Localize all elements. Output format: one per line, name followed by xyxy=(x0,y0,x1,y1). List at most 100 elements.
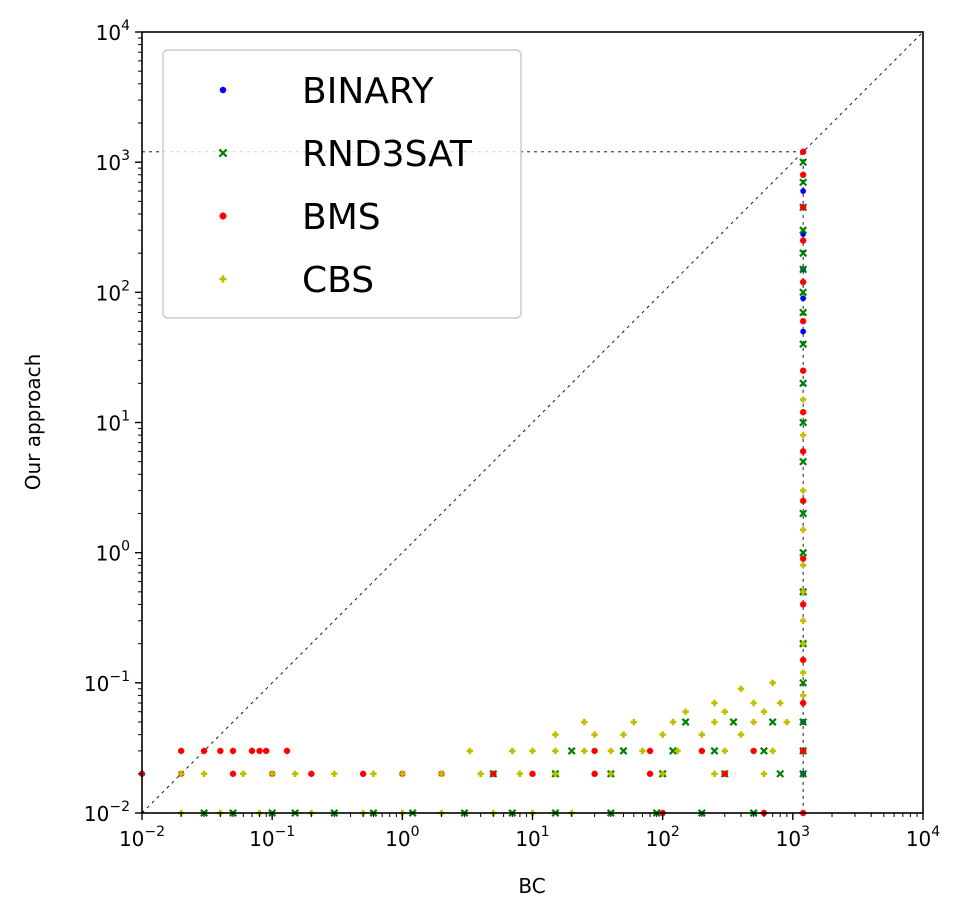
data-point xyxy=(799,692,807,699)
data-point xyxy=(799,318,807,325)
data-point xyxy=(800,328,807,335)
data-point xyxy=(799,265,808,274)
data-point xyxy=(776,769,785,778)
y-tick-label: 10−2 xyxy=(84,799,130,826)
y-axis-label: Our approach xyxy=(21,354,45,491)
data-point xyxy=(674,747,681,755)
data-point xyxy=(750,718,757,726)
data-point xyxy=(681,718,690,726)
data-point xyxy=(799,367,807,374)
legend-label: CBS xyxy=(302,260,374,301)
data-point xyxy=(529,770,536,778)
y-tick-label: 100 xyxy=(96,539,130,566)
data-point xyxy=(799,601,807,608)
data-point xyxy=(737,731,745,738)
x-tick-label: 102 xyxy=(645,824,679,851)
legend-label: BMS xyxy=(302,197,381,238)
data-point xyxy=(477,770,484,778)
data-point xyxy=(291,770,299,778)
data-point xyxy=(630,718,637,726)
data-point xyxy=(799,396,807,403)
data-point xyxy=(768,718,777,726)
legend-entry-binary: BINARY xyxy=(219,71,435,112)
data-point xyxy=(799,148,807,156)
data-point xyxy=(799,526,807,533)
data-point xyxy=(399,770,406,778)
data-point xyxy=(721,770,728,778)
data-point xyxy=(799,487,807,494)
data-point xyxy=(646,747,654,755)
data-point xyxy=(769,747,776,755)
data-point xyxy=(591,747,598,755)
y-tick-label: 101 xyxy=(96,409,130,436)
data-point xyxy=(308,770,315,778)
data-point xyxy=(799,718,808,726)
data-point xyxy=(799,640,807,647)
data-point xyxy=(799,669,807,676)
data-point xyxy=(799,340,808,349)
data-point xyxy=(552,731,559,738)
data-point xyxy=(229,747,237,755)
data-point xyxy=(799,249,808,258)
data-point xyxy=(760,708,768,715)
data-point xyxy=(769,679,776,687)
diagonal-line xyxy=(141,31,924,814)
data-point xyxy=(750,747,757,755)
data-point xyxy=(669,718,677,726)
data-point xyxy=(567,746,576,755)
data-point xyxy=(711,699,718,707)
data-point xyxy=(799,747,807,755)
data-point xyxy=(607,747,615,755)
data-point xyxy=(710,746,719,755)
data-point xyxy=(721,708,728,715)
data-point xyxy=(711,718,718,726)
data-point xyxy=(721,747,728,755)
legend-entry-rnd3sat: RND3SAT xyxy=(218,134,473,175)
legend-label: RND3SAT xyxy=(302,134,473,175)
data-point xyxy=(799,457,808,466)
data-point xyxy=(799,617,807,624)
data-point xyxy=(729,718,738,726)
data-point xyxy=(659,770,666,778)
legend-label: BINARY xyxy=(302,71,435,112)
data-point xyxy=(331,770,338,778)
data-point xyxy=(799,408,807,416)
axis-ticks xyxy=(135,31,924,820)
data-point xyxy=(799,226,808,235)
data-point xyxy=(177,747,185,755)
data-point xyxy=(799,555,807,562)
data-point xyxy=(737,685,745,692)
data-point xyxy=(799,204,807,211)
data-point xyxy=(682,708,689,715)
data-point xyxy=(581,747,588,755)
data-point xyxy=(799,171,807,178)
data-point xyxy=(799,699,807,707)
data-point xyxy=(581,718,588,726)
data-point xyxy=(552,770,559,778)
data-point xyxy=(552,747,559,755)
legend-marker xyxy=(219,212,227,220)
data-point xyxy=(800,295,807,302)
data-point xyxy=(619,746,628,755)
data-point xyxy=(799,588,807,596)
data-point xyxy=(799,497,807,505)
x-tick-labels: 10−2 10−1 100 101 102 103 104 xyxy=(119,824,940,851)
x-tick-label: 103 xyxy=(776,824,810,851)
data-point xyxy=(283,747,291,755)
data-point xyxy=(490,770,497,778)
y-tick-label: 104 xyxy=(96,18,130,45)
data-point xyxy=(750,699,757,707)
legend-frame xyxy=(162,49,522,319)
data-point xyxy=(248,747,256,755)
data-point xyxy=(620,731,627,738)
data-point xyxy=(799,769,808,778)
legend-marker xyxy=(219,86,227,94)
data-point xyxy=(229,770,237,778)
data-point xyxy=(516,770,524,778)
data-point xyxy=(799,418,808,427)
data-point xyxy=(799,288,808,297)
x-tick-label: 10−2 xyxy=(119,824,165,851)
data-point xyxy=(370,770,377,778)
x-tick-label: 10−1 xyxy=(249,824,295,851)
